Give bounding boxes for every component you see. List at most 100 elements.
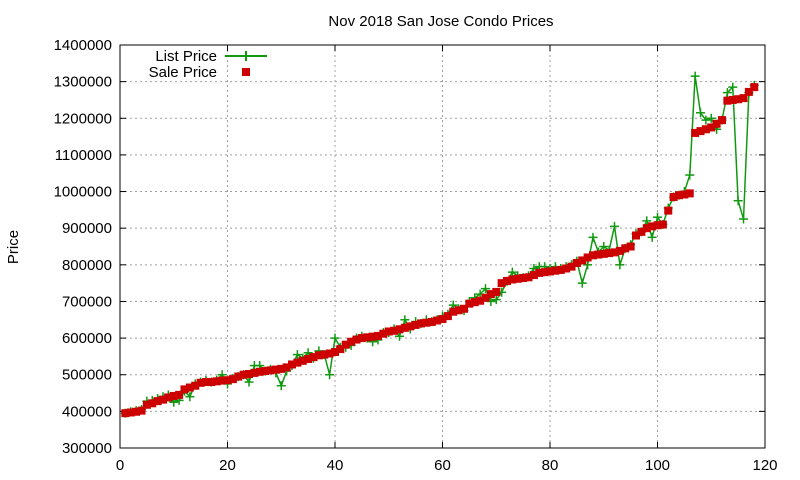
y-tick-label: 1300000	[54, 74, 112, 91]
y-tick-label: 300000	[62, 440, 112, 457]
point-sale-price	[470, 298, 479, 307]
point-sale-price	[121, 409, 130, 418]
point-sale-price	[228, 375, 237, 384]
point-sale-price	[390, 326, 399, 335]
point-sale-price	[202, 378, 210, 387]
point-sale-price	[744, 87, 753, 96]
point-sale-price	[519, 274, 528, 283]
point-sale-price	[476, 296, 485, 305]
point-sale-price	[400, 323, 409, 332]
point-sale-price	[395, 325, 404, 334]
point-sale-price	[728, 95, 737, 104]
point-sale-price	[492, 287, 501, 296]
point-list-price	[276, 381, 286, 391]
point-sale-price	[626, 242, 635, 251]
point-list-price	[701, 115, 711, 125]
series-layer	[120, 71, 759, 418]
point-list-price	[481, 284, 490, 294]
point-sale-price	[486, 290, 495, 299]
point-list-price	[330, 333, 340, 343]
point-sale-price	[497, 279, 506, 288]
point-sale-price	[336, 345, 345, 354]
point-sale-price	[266, 366, 275, 375]
point-sale-price	[551, 266, 560, 275]
y-tick-label: 900000	[62, 220, 112, 237]
y-tick-label: 600000	[62, 330, 112, 347]
point-sale-price	[277, 364, 286, 373]
point-sale-price	[438, 315, 447, 324]
axis-ticks: 300000 400000 500000 600000 700000 800000 9000…	[54, 37, 778, 474]
point-sale-price	[374, 331, 382, 340]
point-sale-price	[546, 267, 554, 276]
point-list-price	[728, 82, 738, 92]
grid	[120, 45, 765, 448]
point-sale-price	[529, 271, 538, 280]
point-list-price	[733, 196, 743, 206]
point-sale-price	[632, 231, 640, 240]
y-tick-label: 700000	[62, 293, 112, 310]
point-list-price	[647, 232, 657, 242]
point-list-price	[588, 232, 598, 242]
point-sale-price	[572, 258, 581, 267]
point-sale-price	[288, 360, 296, 369]
point-sale-price	[132, 407, 141, 416]
point-sale-price	[331, 348, 339, 357]
point-sale-price	[126, 408, 135, 417]
legend-marker-sale-price	[242, 68, 250, 76]
point-sale-price	[363, 333, 372, 342]
y-tick-label: 1400000	[54, 37, 112, 54]
point-sale-price	[460, 304, 468, 313]
point-list-price	[642, 216, 652, 226]
point-list-price	[610, 221, 619, 231]
point-list-price	[325, 370, 335, 380]
point-sale-price	[583, 253, 592, 262]
point-sale-price	[309, 353, 318, 362]
point-sale-price	[417, 319, 425, 328]
point-sale-price	[433, 316, 442, 325]
y-tick-label: 500000	[62, 367, 112, 384]
point-sale-price	[250, 368, 259, 377]
point-sale-price	[589, 251, 597, 260]
point-sale-price	[680, 190, 689, 199]
point-sale-price	[164, 393, 173, 402]
point-sale-price	[524, 273, 533, 282]
point-sale-price	[664, 206, 673, 215]
x-tick-label: 80	[542, 457, 559, 474]
point-sale-price	[427, 317, 436, 326]
point-sale-price	[685, 189, 694, 198]
legend-label-list-price: List Price	[155, 48, 217, 65]
y-tick-label: 1000000	[54, 184, 112, 201]
point-sale-price	[159, 395, 167, 404]
point-sale-price	[750, 83, 759, 92]
point-sale-price	[701, 125, 710, 134]
point-sale-price	[298, 356, 307, 365]
point-sale-price	[739, 94, 748, 103]
point-sale-price	[304, 354, 313, 363]
point-sale-price	[712, 119, 721, 128]
legend: List Price Sale Price	[149, 48, 267, 81]
point-sale-price	[658, 220, 667, 229]
point-sale-price	[562, 264, 571, 273]
point-sale-price	[234, 372, 243, 381]
point-sale-price	[540, 268, 549, 277]
point-sale-price	[320, 350, 329, 359]
point-sale-price	[196, 378, 205, 387]
point-sale-price	[718, 116, 726, 125]
point-sale-price	[535, 268, 544, 277]
point-sale-price	[223, 376, 232, 385]
point-sale-price	[508, 275, 517, 284]
point-sale-price	[169, 391, 178, 400]
point-list-price	[599, 242, 609, 251]
point-sale-price	[368, 332, 377, 341]
point-list-price	[583, 260, 593, 270]
point-sale-price	[707, 123, 716, 132]
point-sale-price	[481, 293, 490, 302]
point-sale-price	[734, 95, 743, 104]
point-sale-price	[352, 335, 361, 344]
chart-title: Nov 2018 San Jose Condo Prices	[328, 13, 553, 30]
point-list-price	[244, 377, 254, 387]
point-sale-price	[357, 334, 366, 343]
point-sale-price	[148, 399, 157, 408]
point-list-price	[690, 71, 700, 81]
point-sale-price	[175, 390, 184, 399]
